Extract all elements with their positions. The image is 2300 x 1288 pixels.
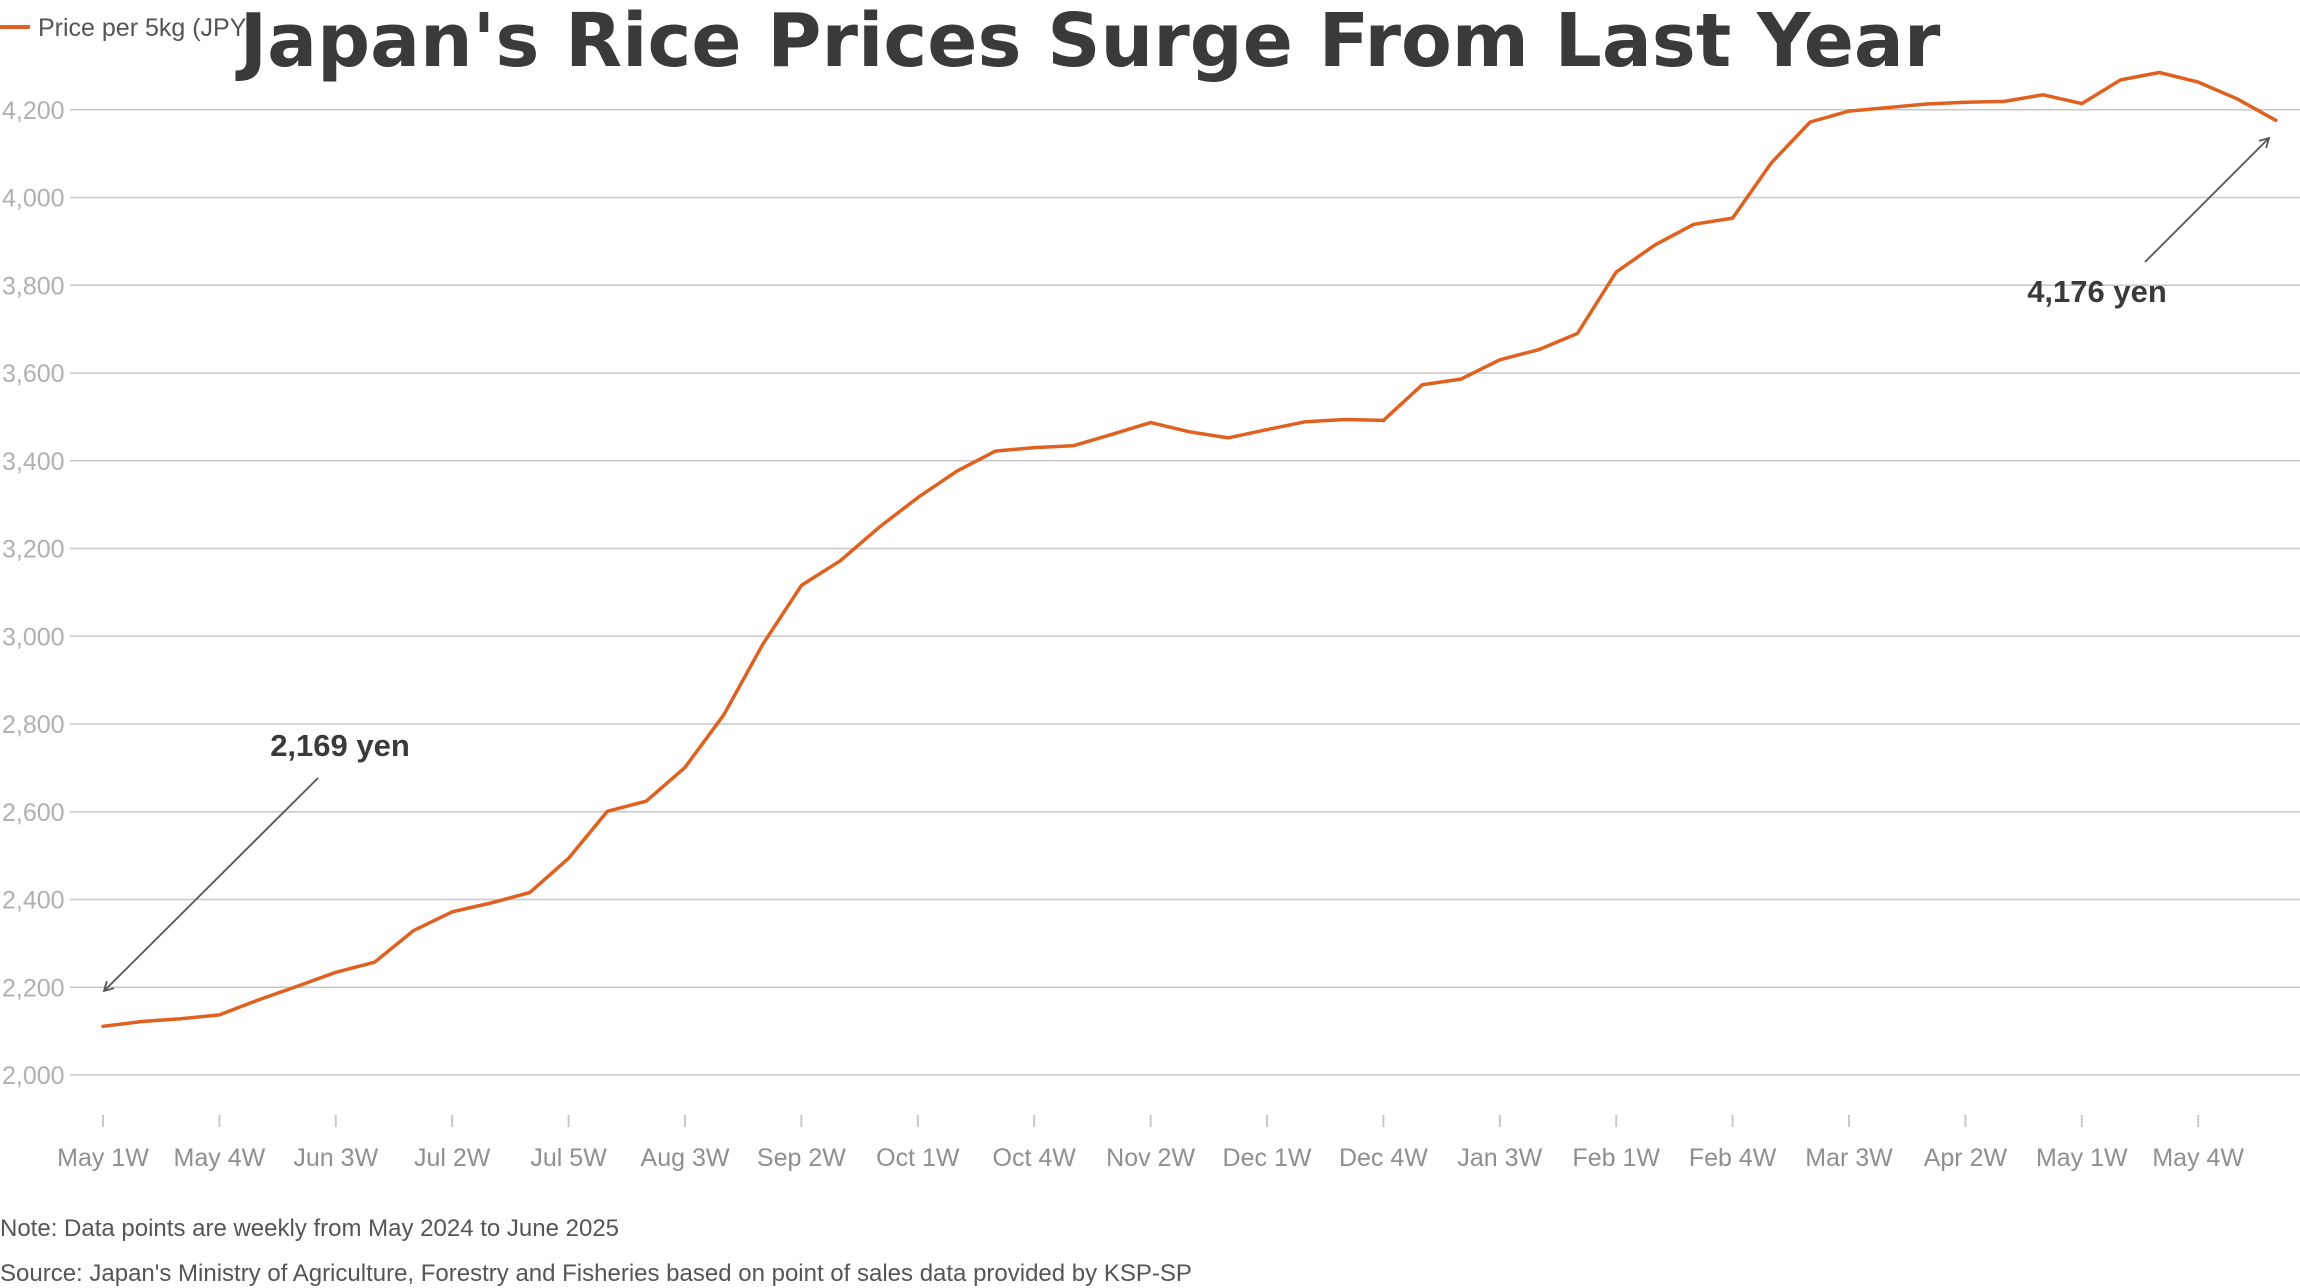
y-tick-label: 2,600 [2, 799, 65, 827]
x-tick-label: May 1W [2036, 1144, 2128, 1172]
x-tick-label: Feb 1W [1572, 1144, 1660, 1172]
x-tick-label: Oct 1W [876, 1144, 960, 1172]
x-tick-label: Dec 4W [1339, 1144, 1428, 1172]
y-axis-ticks: 2,000 2,200 2,400 2,600 2,800 3,000 3,200 3,400… [2, 97, 65, 1090]
y-tick-label: 4,200 [2, 97, 65, 125]
x-tick-label: Jun 3W [293, 1144, 378, 1172]
y-tick-label: 2,200 [2, 974, 65, 1002]
gridlines [70, 109, 2300, 1076]
legend-label: Price per 5kg (JPY) [38, 14, 255, 42]
y-tick-label: 3,200 [2, 536, 65, 564]
x-tick-label: Oct 4W [993, 1144, 1077, 1172]
annotation-start-price: 2,169 yen [270, 728, 410, 763]
y-tick-label: 3,400 [2, 448, 65, 476]
x-tick-label: Aug 3W [641, 1144, 730, 1172]
x-tick-label: Nov 2W [1106, 1144, 1195, 1172]
x-tick-label: Jul 5W [530, 1144, 607, 1172]
x-tick-label: May 4W [2152, 1144, 2244, 1172]
x-tick-label: Jul 2W [414, 1144, 491, 1172]
chart-note: Note: Data points are weekly from May 20… [0, 1215, 619, 1242]
x-tick-label: May 1W [57, 1144, 149, 1172]
annotation-end-price: 4,176 yen [2027, 274, 2167, 309]
chart-source: Source: Japan's Ministry of Agriculture,… [0, 1260, 1192, 1287]
annotation-arrow-start [102, 777, 319, 993]
y-tick-label: 2,800 [2, 711, 65, 739]
y-tick-label: 4,000 [2, 185, 65, 213]
series-line-price [101, 70, 2278, 1029]
annotations: 2,169 yen 4,176 yen [102, 136, 2271, 993]
x-tick-label: Mar 3W [1805, 1144, 1893, 1172]
x-tick-label: May 4W [174, 1144, 266, 1172]
x-tick-label: Feb 4W [1689, 1144, 1777, 1172]
legend: Price per 5kg (JPY) [0, 14, 255, 42]
y-tick-label: 2,400 [2, 887, 65, 915]
y-tick-label: 3,000 [2, 623, 65, 651]
annotation-arrow-end [2144, 136, 2271, 263]
chart-title: Japan's Rice Prices Surge From Last Year [235, 0, 1941, 84]
y-tick-label: 3,600 [2, 360, 65, 388]
x-tick-label: Sep 2W [757, 1144, 846, 1172]
x-tick-label: Apr 2W [1924, 1144, 2008, 1172]
x-tick-label: Jan 3W [1457, 1144, 1542, 1172]
y-tick-label: 3,800 [2, 272, 65, 300]
x-axis-ticks: May 1W May 4W Jun 3W Jul 2W Jul 5W Aug 3W Sep … [57, 1115, 2244, 1172]
x-tick-label: Dec 1W [1223, 1144, 1312, 1172]
y-tick-label: 2,000 [2, 1062, 65, 1090]
